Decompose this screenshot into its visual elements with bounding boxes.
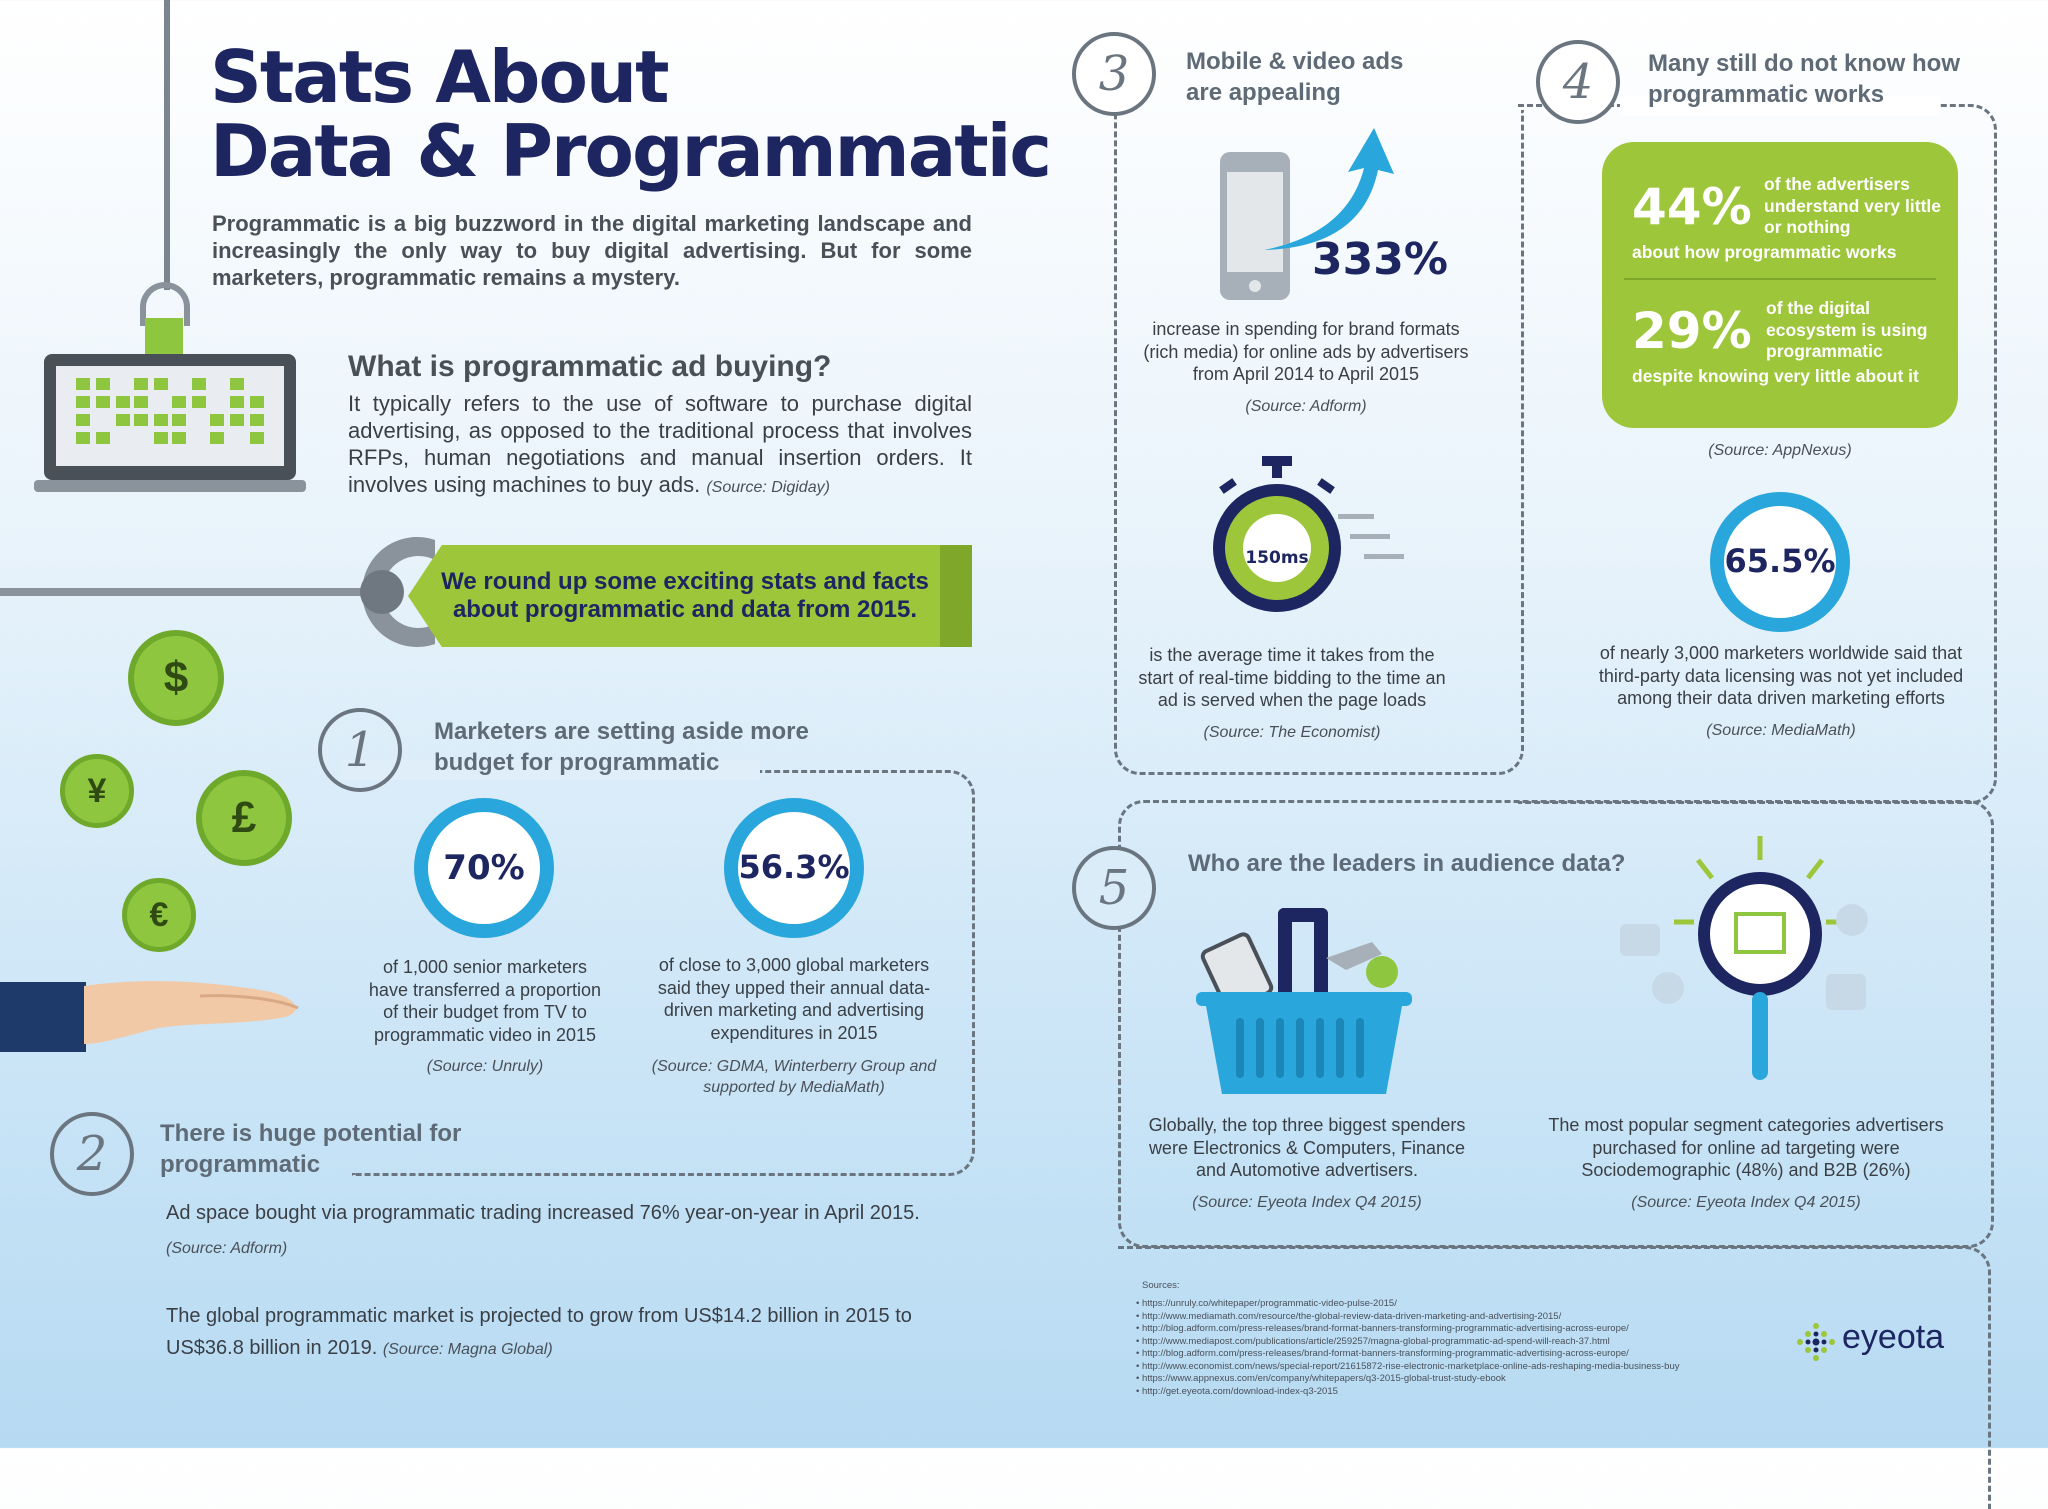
stat-29-side: of the digital ecosystem is using progra… bbox=[1766, 298, 1928, 361]
stat-333-caption: increase in spending for brand formats (… bbox=[1143, 319, 1469, 384]
pound-coin-icon: £ bbox=[196, 770, 292, 866]
stat-29-bottom: despite knowing very little about it bbox=[1632, 366, 1919, 386]
stat-150ms-source: (Source: The Economist) bbox=[1203, 724, 1381, 741]
eyeota-logo: eyeota bbox=[1842, 1318, 1945, 1356]
source-item[interactable]: • http://www.mediamath.com/resource/the-… bbox=[1136, 1310, 1562, 1322]
source-item[interactable]: • http://www.mediapost.com/publications/… bbox=[1136, 1335, 1610, 1347]
intro-text: Programmatic is a big buzzword in the di… bbox=[212, 211, 972, 290]
section1-title-line-1: Marketers are setting aside more bbox=[434, 718, 809, 745]
section5-right-source: (Source: Eyeota Index Q4 2015) bbox=[1631, 1194, 1861, 1211]
section1-title-mask bbox=[340, 760, 760, 780]
stat-56-value: 56.3% bbox=[738, 848, 850, 886]
section4-title-line-2: programmatic works bbox=[1648, 81, 1885, 108]
section2-fact1: Ad space bought via programmatic trading… bbox=[166, 1202, 920, 1224]
sources-frame bbox=[1118, 1246, 1991, 1509]
section3-frame bbox=[1114, 110, 1524, 775]
source-item[interactable]: • https://www.appnexus.com/en/company/wh… bbox=[1136, 1373, 1506, 1384]
section2-number-icon: 2 bbox=[50, 1112, 134, 1196]
stat-333-value: 333% bbox=[1312, 234, 1448, 285]
stat-44-bottom: about how programmatic works bbox=[1632, 242, 1897, 262]
section4-title: Many still do not know how programmatic … bbox=[1648, 48, 1960, 110]
section5-title: Who are the leaders in audience data? bbox=[1188, 850, 1626, 877]
hanger-clip bbox=[140, 282, 190, 326]
euro-coin-icon: € bbox=[122, 878, 196, 952]
stat-56-caption: of close to 3,000 global marketers said … bbox=[657, 955, 931, 1043]
section5-left-caption: Globally, the top three biggest spenders… bbox=[1148, 1115, 1466, 1180]
section1-number-icon: 1 bbox=[318, 708, 402, 792]
stat-56-source: (Source: GDMA, Winterberry Group and sup… bbox=[651, 1058, 937, 1096]
page-title: Stats About Data & Programmatic bbox=[210, 40, 1052, 188]
banner-rod bbox=[0, 588, 380, 596]
section2-fact2-text: The global programmatic market is projec… bbox=[166, 1305, 912, 1359]
section2-title-line-2: programmatic bbox=[160, 1151, 321, 1178]
appnexus-divider bbox=[1624, 278, 1936, 280]
eyeota-logo-icon bbox=[1796, 1322, 1836, 1366]
sources-heading: Sources: bbox=[1142, 1280, 1180, 1291]
section5-left-source: (Source: Eyeota Index Q4 2015) bbox=[1192, 1194, 1422, 1211]
banner-edge bbox=[940, 545, 972, 647]
section4-title-line-1: Many still do not know how bbox=[1648, 50, 1960, 77]
banner-text: We round up some exciting stats and fact… bbox=[430, 568, 940, 624]
hanger-tag bbox=[145, 318, 183, 360]
what-is-text: It typically refers to the use of softwa… bbox=[348, 391, 972, 497]
speed-lines-icon bbox=[1338, 514, 1408, 564]
section5-right-caption: The most popular segment categories adve… bbox=[1548, 1115, 1944, 1180]
banner-line-1: We round up some exciting stats and fact… bbox=[441, 568, 929, 595]
yen-coin-icon: ¥ bbox=[60, 754, 134, 828]
stat-70-source: (Source: Unruly) bbox=[426, 1058, 544, 1075]
stat-333-source: (Source: Adform) bbox=[1245, 398, 1367, 415]
section3-title-line-2: are appealing bbox=[1186, 79, 1341, 106]
shopping-basket-icon bbox=[1196, 900, 1412, 1096]
section3-title: Mobile & video ads are appealing bbox=[1186, 46, 1403, 108]
hanger-rope bbox=[164, 0, 170, 290]
section5-number-icon: 5 bbox=[1072, 846, 1156, 930]
section2-title: There is huge potential for programmatic bbox=[160, 1118, 461, 1180]
growth-arrow-icon bbox=[1264, 128, 1394, 258]
stat-44-value: 44% bbox=[1632, 178, 1752, 236]
section3-number-icon: 3 bbox=[1072, 32, 1156, 116]
source-item[interactable]: • http://blog.adform.com/press-releases/… bbox=[1136, 1348, 1629, 1359]
section1-title: Marketers are setting aside more budget … bbox=[434, 716, 809, 778]
source-item[interactable]: • http://www.economist.com/news/special-… bbox=[1136, 1360, 1680, 1372]
stat-70-value: 70% bbox=[443, 848, 525, 888]
stat-29-value: 29% bbox=[1632, 302, 1752, 360]
section2-fact2-source: (Source: Magna Global) bbox=[382, 1341, 553, 1358]
source-item[interactable]: • http://get.eyeota.com/download-index-q… bbox=[1136, 1385, 1338, 1397]
stat-65-value: 65.5% bbox=[1724, 542, 1836, 580]
appnexus-source: (Source: AppNexus) bbox=[1708, 442, 1852, 459]
banner-line-2: about programmatic and data from 2015. bbox=[452, 596, 918, 623]
smartphone-icon bbox=[1220, 152, 1290, 300]
section2-title-line-1: There is huge potential for bbox=[160, 1120, 462, 1147]
section4-title-mask bbox=[1620, 96, 1940, 116]
hand-icon bbox=[0, 960, 310, 1060]
what-is-body: It typically refers to the use of softwa… bbox=[348, 390, 972, 501]
appnexus-stat-box bbox=[1602, 142, 1958, 428]
stat-70-caption: of 1,000 senior marketers have transferr… bbox=[368, 957, 602, 1045]
source-item[interactable]: • https://unruly.co/whitepaper/programma… bbox=[1136, 1298, 1397, 1309]
source-item[interactable]: • http://blog.adform.com/press-releases/… bbox=[1136, 1323, 1629, 1334]
stopwatch-icon bbox=[1212, 452, 1342, 622]
banner bbox=[408, 545, 972, 647]
stat-65-source: (Source: MediaMath) bbox=[1706, 722, 1856, 739]
stat-65-caption: of nearly 3,000 marketers worldwide said… bbox=[1598, 643, 1964, 708]
what-is-heading: What is programmatic ad buying? bbox=[348, 350, 832, 383]
stat-150ms-value: 150ms bbox=[1245, 548, 1309, 568]
title-line-2: Data & Programmatic bbox=[210, 109, 1052, 193]
what-is-source: (Source: Digiday) bbox=[706, 479, 830, 496]
banner-clamp bbox=[340, 532, 450, 652]
title-line-1: Stats About bbox=[210, 35, 670, 119]
stat-44-side: of the advertisers understand very littl… bbox=[1764, 174, 1941, 237]
stat-150ms-caption: is the average time it takes from the st… bbox=[1138, 645, 1446, 710]
laptop-icon bbox=[34, 352, 306, 494]
section3-title-line-1: Mobile & video ads bbox=[1186, 48, 1404, 75]
dollar-coin-icon: $ bbox=[128, 630, 224, 726]
section2-fact1-source: (Source: Adform) bbox=[166, 1240, 288, 1257]
sources-list: • https://unruly.co/whitepaper/programma… bbox=[1136, 1298, 1756, 1398]
section2-fact2: The global programmatic market is projec… bbox=[166, 1300, 966, 1366]
magnifier-icon bbox=[1612, 832, 1872, 1092]
section1-title-line-2: budget for programmatic bbox=[434, 749, 720, 776]
section4-number-icon: 4 bbox=[1536, 40, 1620, 124]
